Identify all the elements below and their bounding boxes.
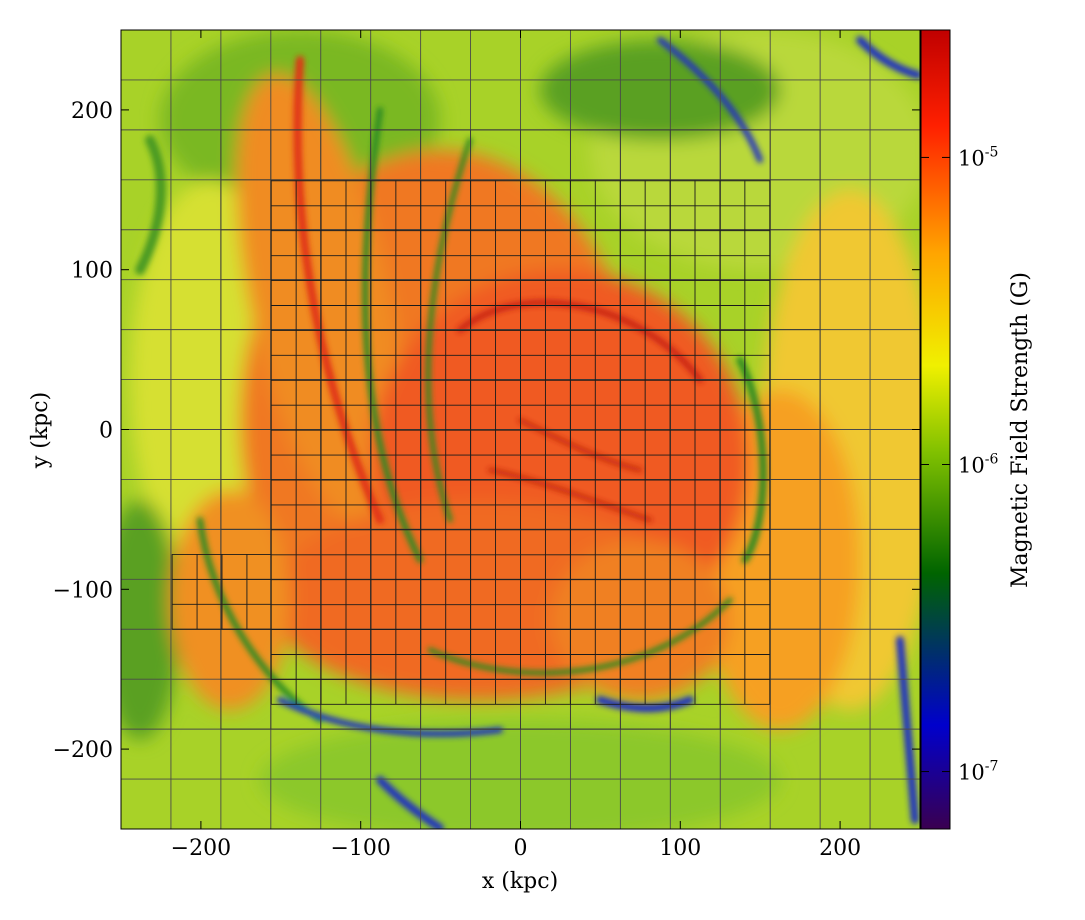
colorbar-label: Magnetic Field Strength (G) [1008, 272, 1033, 588]
y-tick-label: 200 [71, 99, 113, 124]
x-tick-label: −100 [330, 836, 390, 861]
y-tick-label: −200 [53, 738, 113, 763]
x-tick-label: 200 [819, 836, 861, 861]
colorbar-tick-label: 10-7 [958, 759, 998, 785]
x-axis-label: x (kpc) [482, 869, 558, 894]
heatmap [121, 30, 920, 829]
x-tick-label: 0 [514, 836, 528, 861]
colorbar-gradient [920, 29, 951, 830]
x-axis-ticks: −200 −100 0 100 200 [171, 30, 861, 861]
colorbar-tick-label: 10-5 [958, 144, 998, 170]
colorbar-tick-label: 10-6 [958, 451, 998, 477]
y-axis-ticks: −200 −100 0 100 200 [53, 99, 920, 763]
mesh-grid [121, 30, 920, 829]
x-tick-label: −200 [171, 836, 231, 861]
y-tick-label: 100 [71, 259, 113, 284]
x-tick-label: 100 [659, 836, 701, 861]
colorbar: 10-7 10-6 10-5 Magnetic Field Strength (G) [920, 29, 1033, 830]
y-axis-label: y (kpc) [28, 392, 53, 469]
y-tick-label: 0 [99, 419, 113, 444]
colorbar-ticks: 10-7 10-6 10-5 [921, 144, 998, 785]
y-tick-label: −100 [53, 578, 113, 603]
